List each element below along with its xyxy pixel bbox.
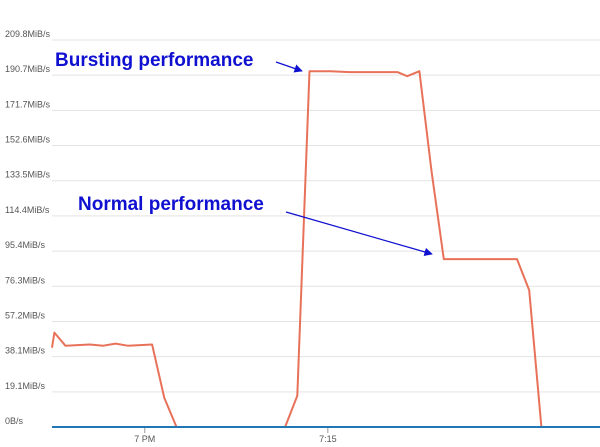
y-tick-label: 190.7MiB/s xyxy=(5,64,51,74)
x-tick-label: 7:15 xyxy=(319,434,337,444)
y-tick-label: 171.7MiB/s xyxy=(5,99,51,109)
y-tick-label: 114.4MiB/s xyxy=(5,205,50,215)
annotation: Normal performance xyxy=(78,194,264,215)
y-tick-label: 95.4MiB/s xyxy=(5,240,46,250)
series-line xyxy=(51,70,600,428)
y-tick-label: 38.1MiB/s xyxy=(5,346,46,356)
arrow xyxy=(275,61,303,73)
y-tick-label: 0B/s xyxy=(5,416,24,426)
y-tick-label: 209.8MiB/s xyxy=(5,29,51,39)
x-tick-label: 7 PM xyxy=(134,434,155,444)
y-tick-label: 57.2MiB/s xyxy=(5,310,46,320)
annotation: Bursting performance xyxy=(55,50,253,71)
y-tick-label: 133.5MiB/s xyxy=(5,170,51,180)
y-tick-label: 152.6MiB/s xyxy=(5,135,51,145)
y-tick-label: 19.1MiB/s xyxy=(5,381,46,391)
arrow xyxy=(285,211,433,256)
y-tick-label: 76.3MiB/s xyxy=(5,275,46,285)
